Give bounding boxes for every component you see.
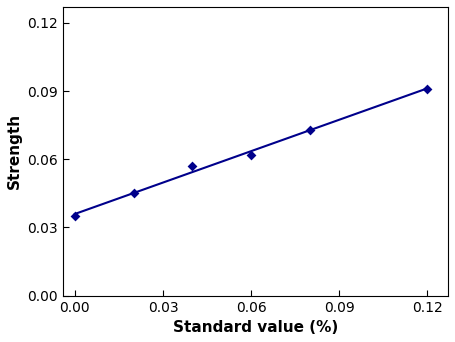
Point xyxy=(424,86,431,92)
Point xyxy=(248,152,255,157)
Point xyxy=(130,190,137,196)
Point xyxy=(189,163,196,169)
Point xyxy=(306,127,313,132)
X-axis label: Standard value (%): Standard value (%) xyxy=(173,320,338,335)
Point xyxy=(71,213,79,219)
Y-axis label: Strength: Strength xyxy=(7,113,22,189)
